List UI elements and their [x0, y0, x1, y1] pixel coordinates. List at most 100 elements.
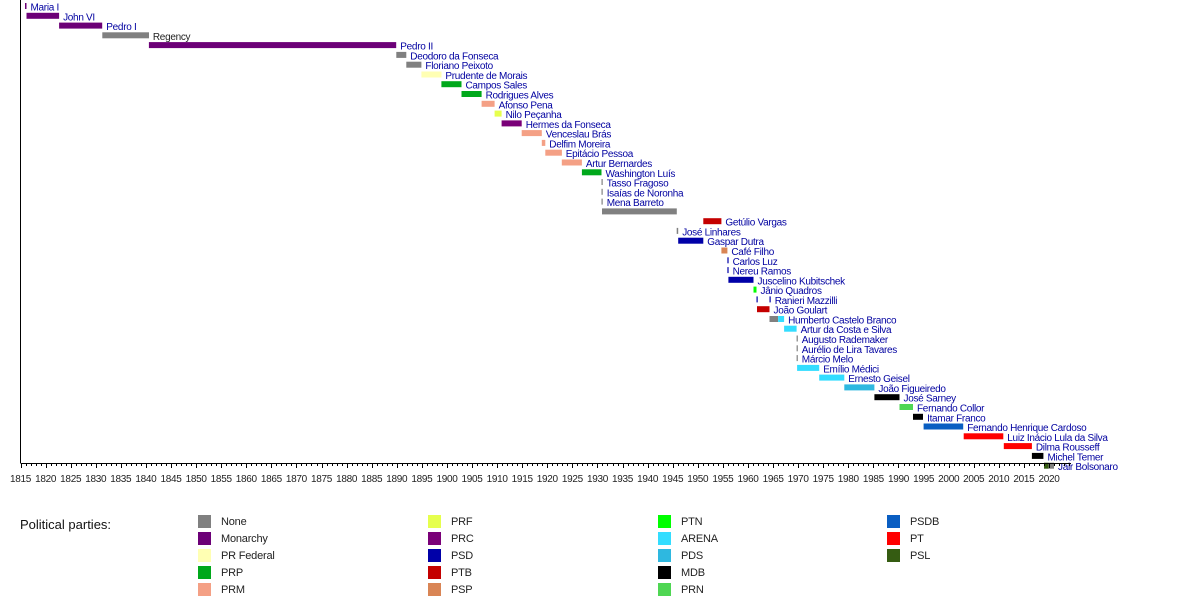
term-bar: [601, 179, 603, 185]
president-label: Tasso Fragoso: [607, 179, 669, 190]
president-label: Pedro I: [106, 22, 136, 33]
x-tick-label: 1900: [436, 474, 458, 485]
term-bar: [778, 316, 785, 322]
legend-item: PRC: [428, 532, 474, 545]
timeline-row: Getúlio Vargas: [703, 218, 787, 229]
president-label: Ranieri Mazzilli: [775, 296, 838, 307]
president-label: Augusto Rademaker: [802, 335, 889, 346]
timeline-row: Dilma Rousseff: [1003, 443, 1100, 454]
president-label: Artur Bernardes: [586, 159, 652, 170]
legend-item: Monarchy: [198, 532, 268, 545]
timeline-row: Pedro I: [59, 22, 137, 33]
legend-item: PSD: [428, 549, 473, 562]
president-label: Gaspar Dutra: [707, 237, 764, 248]
x-tick-label: 1835: [110, 474, 132, 485]
timeline-row: Washington Luís: [581, 169, 676, 180]
legend-swatch: [428, 549, 441, 562]
legend-label: PDS: [681, 549, 704, 562]
x-tick-label: 1925: [562, 474, 584, 485]
x-tick-label: 1935: [612, 474, 634, 485]
legend-swatch: [658, 532, 671, 545]
term-bar: [756, 296, 758, 303]
president-label: Mena Barreto: [607, 198, 665, 209]
term-bar: [874, 394, 900, 401]
president-label: Epitácio Pessoa: [566, 149, 634, 160]
president-label: Carlos Luz: [733, 257, 778, 268]
timeline-row: Epitácio Pessoa: [545, 149, 634, 160]
timeline-row: John VI: [26, 12, 95, 23]
legend-swatch: [198, 583, 211, 596]
x-axis: 1815 1820 1825 1830 1835 1840 1845 1850 1855 1860…: [10, 0, 1071, 485]
x-tick-label: 1990: [888, 474, 910, 485]
president-label: Aurélio de Lira Tavares: [802, 345, 897, 356]
legend-swatch: [428, 566, 441, 579]
president-label: Floriano Peixoto: [425, 61, 493, 72]
term-bar: [59, 22, 103, 29]
x-tick-label: 1950: [687, 474, 709, 485]
president-label: Pedro II: [400, 42, 433, 53]
x-tick-label: 1965: [763, 474, 785, 485]
timeline-row: João Figueiredo: [844, 384, 947, 395]
term-bar: [678, 237, 704, 244]
timeline-row: Humberto Castelo Branco: [769, 316, 897, 327]
term-bar: [461, 91, 482, 97]
x-tick-label: 1940: [637, 474, 659, 485]
term-bar: [923, 423, 964, 430]
term-bar: [784, 325, 797, 332]
timeline-row: Café Filho: [721, 247, 775, 258]
president-label: Ernesto Geisel: [848, 374, 909, 385]
x-tick-label: 1995: [913, 474, 935, 485]
president-label: Washington Luís: [606, 169, 676, 180]
x-tick-label: 2000: [938, 474, 960, 485]
president-label: Jair Bolsonaro: [1058, 462, 1118, 473]
president-label: Campos Sales: [466, 81, 528, 92]
president-label: João Goulart: [774, 306, 828, 317]
x-tick-label: 1915: [512, 474, 534, 485]
president-label: Humberto Castelo Branco: [788, 316, 897, 327]
x-tick-label: 1955: [712, 474, 734, 485]
president-label: Hermes da Fonseca: [526, 120, 612, 131]
president-label: Artur da Costa e Silva: [801, 325, 892, 336]
timeline-row: Campos Sales: [441, 81, 528, 92]
x-tick-label: 1830: [85, 474, 107, 485]
legend-swatch: [887, 515, 900, 528]
timeline-row: Gaspar Dutra: [678, 237, 765, 248]
term-bar: [521, 130, 542, 137]
timeline-row: Itamar Franco: [913, 413, 986, 424]
president-label: Itamar Franco: [927, 413, 986, 424]
legend-item: PTN: [658, 515, 703, 528]
timeline-row: Floriano Peixoto: [406, 61, 494, 72]
legend-item: PRP: [198, 566, 243, 579]
legend-label: PRN: [681, 583, 704, 596]
x-tick-label: 1920: [537, 474, 559, 485]
legend-swatch: [887, 549, 900, 562]
x-tick-label: 1945: [662, 474, 684, 485]
x-tick-label: 1850: [186, 474, 208, 485]
x-tick-label: 1815: [10, 474, 32, 485]
legend-swatch: [658, 549, 671, 562]
x-tick-label: 1985: [863, 474, 885, 485]
legend-swatch: [658, 583, 671, 596]
timeline-row: Augusto Rademaker: [796, 335, 889, 346]
timeline-row: Maria I: [25, 3, 59, 14]
timeline-row: Nereu Ramos: [727, 267, 792, 278]
legend-label: MDB: [681, 566, 705, 579]
timeline-row: Emílio Médici: [797, 364, 879, 375]
president-label: José Linhares: [682, 227, 741, 238]
legend-label: PRP: [221, 566, 244, 579]
timeline-row: [602, 208, 677, 215]
term-bar: [721, 247, 728, 254]
timeline-row: Afonso Pena: [481, 100, 554, 111]
legend-label: PR Federal: [221, 549, 275, 562]
president-label: Márcio Melo: [802, 355, 854, 366]
x-tick-label: 1860: [236, 474, 258, 485]
legend-swatch: [428, 532, 441, 545]
x-tick-label: 1825: [60, 474, 82, 485]
term-bar: [148, 42, 397, 49]
president-label: Isaías de Noronha: [607, 188, 684, 199]
legend-label: PT: [910, 532, 924, 545]
timeline-row: Márcio Melo: [796, 355, 854, 366]
legend-item: PTB: [428, 566, 472, 579]
timeline-row: Isaías de Noronha: [601, 188, 684, 199]
term-bar: [796, 335, 798, 342]
